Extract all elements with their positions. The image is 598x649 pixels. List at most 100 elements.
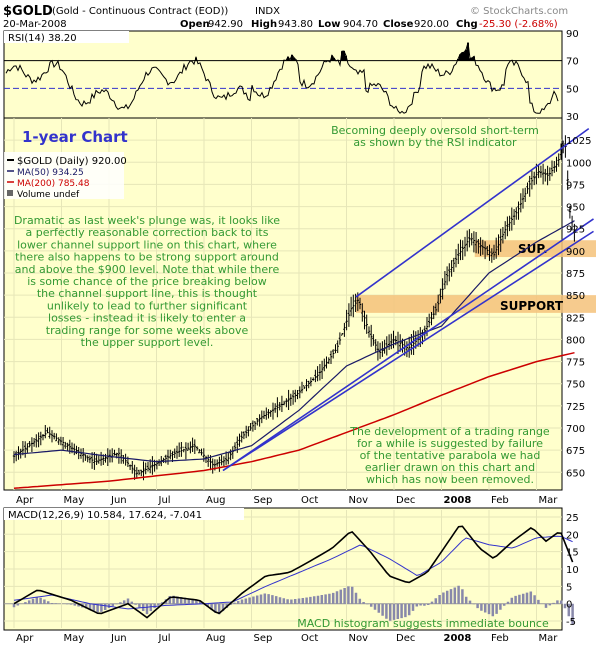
macd-title-bg xyxy=(4,508,244,520)
x-tick-label: Mar xyxy=(539,633,559,644)
legend-entry: $GOLD (Daily) 920.00 xyxy=(17,156,127,167)
contract-name: (Gold - Continuous Contract (EOD)) xyxy=(52,6,228,17)
x-tick-label: Nov xyxy=(349,633,369,644)
price-tick-label: 675 xyxy=(566,446,585,457)
macd-tick-label: 10 xyxy=(566,565,579,576)
x-tick-label: Jul xyxy=(158,633,171,644)
ma200-line xyxy=(13,351,575,489)
main-annotation: Dramatic as last week's plunge was, it l… xyxy=(14,214,280,349)
open-label: Open xyxy=(180,19,210,30)
price-tick-label: 775 xyxy=(566,358,585,369)
price-tick-label: 650 xyxy=(566,468,585,479)
watermark: © StockCharts.com xyxy=(470,6,568,17)
rsi-tick-label: 90 xyxy=(566,29,579,40)
high-value: 943.80 xyxy=(278,19,313,30)
support-band-label: SUPPORT xyxy=(500,299,564,313)
channel-lower-line xyxy=(222,218,594,472)
chg-value: -25.30 (-2.68%) xyxy=(479,19,558,30)
macd-tick-label: 20 xyxy=(566,530,579,541)
macd-annotation: MACD histogram suggests immediate bounce xyxy=(297,617,549,630)
price-tick-label: 875 xyxy=(566,269,585,280)
high-label: High xyxy=(251,19,277,30)
x-tick-label: Sep xyxy=(254,495,273,506)
rsi-tick-label: 70 xyxy=(566,57,579,68)
price-tick-label: 1025 xyxy=(566,136,591,147)
x-tick-label: Feb xyxy=(491,633,509,644)
macd-x-axis: Apr May Jun Jul Aug Sep Oct Nov Dec 2008 Feb Mar xyxy=(16,633,558,644)
close-value: 920.00 xyxy=(414,19,449,30)
chg-label: Chg xyxy=(456,19,478,30)
x-tick-label: 2008 xyxy=(444,633,472,644)
x-tick-label: Aug xyxy=(206,495,226,506)
low-label: Low xyxy=(318,19,340,30)
x-tick-label: Nov xyxy=(349,495,369,506)
price-tick-label: 950 xyxy=(566,203,585,214)
x-tick-label: May xyxy=(64,495,85,506)
legend-entry: MA(50) 934.25 xyxy=(17,168,84,178)
price-tick-label: 825 xyxy=(566,313,585,324)
x-tick-label: Oct xyxy=(301,633,318,644)
rsi-panel: RSI(14) 38.20 30 50 70 90 xyxy=(3,29,579,123)
legend-entry: Volume undef xyxy=(17,190,80,200)
chart-title: 1-year Chart xyxy=(22,128,128,146)
support-band xyxy=(356,295,596,313)
price-tick-label: 1000 xyxy=(566,158,591,169)
price-tick-label: 725 xyxy=(566,402,585,413)
macd-line xyxy=(13,525,574,619)
x-tick-label: May xyxy=(64,633,85,644)
x-tick-label: Oct xyxy=(301,495,318,506)
quote-date: 20-Mar-2008 xyxy=(3,19,67,30)
price-tick-label: 900 xyxy=(566,247,585,258)
rsi-tick-label: 50 xyxy=(566,84,579,95)
macd-signal-line xyxy=(13,535,573,610)
price-tick-label: 800 xyxy=(566,335,585,346)
x-tick-label: Sep xyxy=(254,633,273,644)
price-bars xyxy=(12,135,576,481)
x-tick-label: Dec xyxy=(396,495,415,506)
macd-title: MACD(12,26,9) 10.584, 17.624, -7.041 xyxy=(8,510,202,521)
x-tick-label: Mar xyxy=(539,495,559,506)
x-tick-label: Apr xyxy=(16,633,34,644)
macd-panel: MACD(12,26,9) 10.584, 17.624, -7.041 -5 0… xyxy=(3,507,579,631)
rsi-title-bg xyxy=(4,31,129,43)
macd-tick-label: 25 xyxy=(566,513,579,524)
price-tick-label: 750 xyxy=(566,380,585,391)
exchange: INDX xyxy=(255,6,280,17)
symbol: $GOLD xyxy=(3,4,53,19)
channel-upper-line xyxy=(355,127,590,298)
price-x-axis: Apr May Jun Jul Aug Sep Oct Nov Dec 2008 Feb Mar xyxy=(16,495,558,506)
support-band xyxy=(474,240,596,258)
price-panel: SUP. SUPPORT 650 675 700 725 750 775 800 825 850 8… xyxy=(3,117,596,491)
x-tick-label: Feb xyxy=(491,495,509,506)
close-label: Close xyxy=(383,19,414,30)
x-tick-label: Dec xyxy=(396,633,415,644)
rsi-title: RSI(14) 38.20 xyxy=(8,33,77,44)
price-tick-label: 975 xyxy=(566,180,585,191)
price-tick-label: 925 xyxy=(566,225,585,236)
price-tick-label: 700 xyxy=(566,424,585,435)
x-tick-label: Jul xyxy=(158,495,171,506)
legend-bg xyxy=(4,152,124,199)
x-tick-label: Aug xyxy=(206,633,226,644)
macd-tick-label: 15 xyxy=(566,548,579,559)
rsi-line xyxy=(5,42,559,114)
low-value: 904.70 xyxy=(343,19,378,30)
channel-lower-trendline xyxy=(222,230,594,472)
ma50-line xyxy=(13,220,575,463)
price-tick-label: 850 xyxy=(566,291,585,302)
legend-swatch xyxy=(7,190,13,196)
legend-entry: MA(200) 785.48 xyxy=(17,179,90,189)
x-tick-label: Jun xyxy=(110,633,127,644)
x-tick-label: Jun xyxy=(110,495,127,506)
x-tick-label: Apr xyxy=(16,495,34,506)
rsi-tick-label: 30 xyxy=(566,112,579,123)
macd-tick-label: -5 xyxy=(566,617,576,628)
x-tick-label: 2008 xyxy=(444,495,472,506)
rsi-panel-bg xyxy=(3,30,563,119)
quote-line: Open 942.90 High 943.80 Low 904.70 Close… xyxy=(180,19,558,30)
macd-tick-label: 0 xyxy=(566,600,572,611)
macd-tick-label: 5 xyxy=(566,582,572,593)
trading-range-annotation: The development of a trading range for a … xyxy=(349,425,550,486)
macd-histogram xyxy=(12,585,574,625)
